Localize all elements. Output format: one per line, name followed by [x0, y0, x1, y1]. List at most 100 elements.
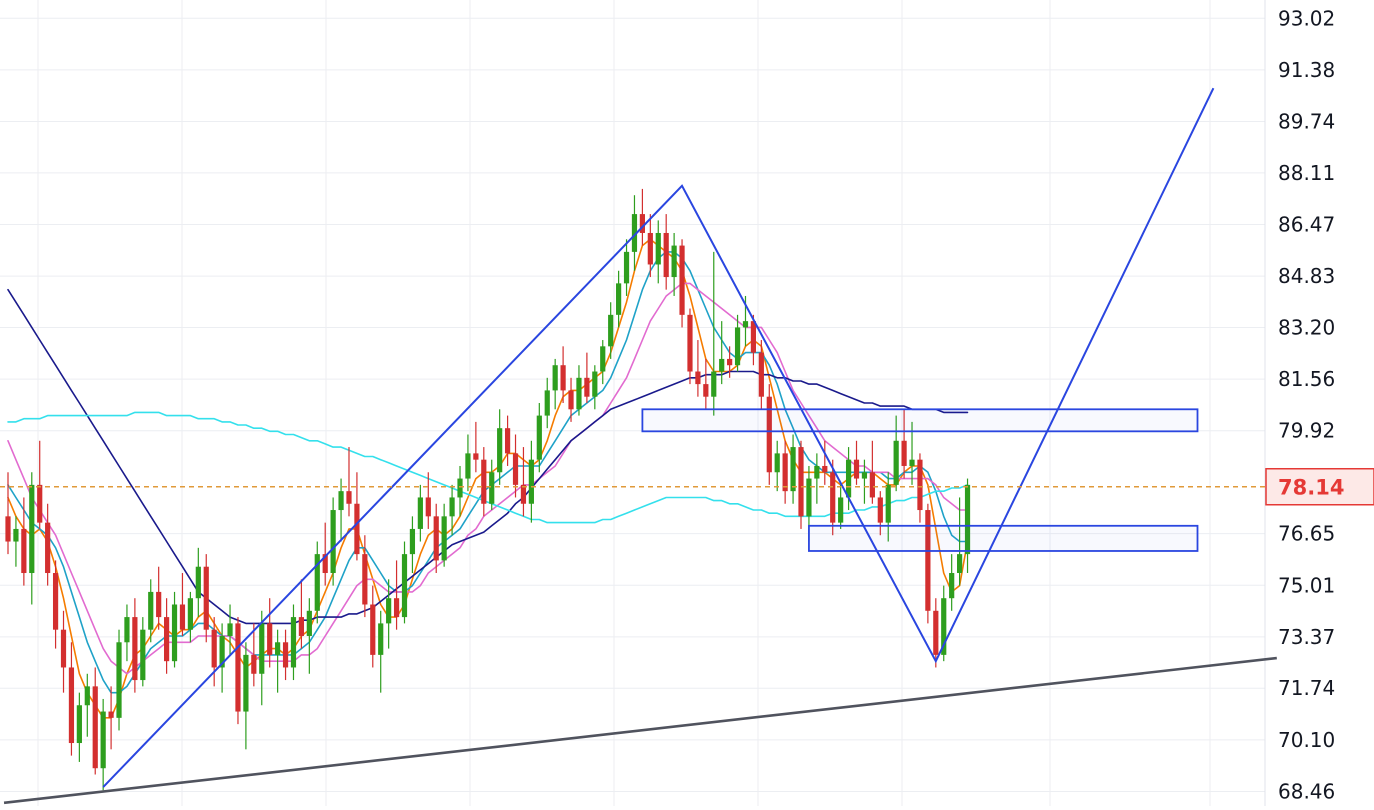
candle-body — [52, 573, 59, 630]
current-price-tag — [1265, 467, 1374, 506]
candle-body — [275, 642, 281, 655]
moving-average-line — [7, 288, 969, 625]
y-tick-label: 81.56 — [1278, 367, 1335, 391]
y-tick-label: 86.47 — [1278, 212, 1335, 236]
candle-body — [290, 617, 297, 668]
candle-body — [623, 251, 630, 284]
candle-body — [893, 440, 899, 485]
candle-body — [251, 654, 257, 674]
candle-body — [766, 396, 772, 473]
candle-body — [68, 667, 75, 744]
candle-body — [560, 365, 566, 391]
candle-body — [267, 623, 273, 655]
y-tick-label: 83.20 — [1278, 315, 1335, 339]
candle-body — [37, 484, 43, 523]
candle-body — [330, 510, 336, 574]
candle-body — [925, 510, 931, 611]
zone-rectangle — [808, 524, 1199, 552]
candle-body — [647, 232, 653, 265]
y-tick-label: 84.83 — [1278, 264, 1335, 288]
candle-body — [798, 447, 804, 517]
price-axis[interactable]: 93.02 91.38 89.74 88.11 86.47 84.83 83.20 81.56… — [0, 6, 1374, 804]
candle-body — [378, 623, 384, 655]
candle-body — [782, 453, 788, 492]
candle-body — [219, 635, 225, 668]
candle-body — [441, 516, 447, 561]
candle-body — [370, 604, 376, 655]
candle-body — [171, 604, 178, 662]
candle-body — [409, 528, 416, 555]
candle-body — [703, 384, 709, 397]
candle-body — [100, 711, 106, 769]
candle-body — [861, 472, 868, 479]
y-tick-label: 76.65 — [1278, 522, 1335, 546]
candle-body — [552, 365, 558, 391]
candle-body — [838, 497, 844, 523]
candle-body — [497, 428, 503, 473]
candle-body — [322, 554, 328, 574]
candle-body — [711, 371, 717, 397]
candle-body — [600, 346, 606, 372]
candle-body — [195, 566, 201, 599]
candle-body — [298, 617, 305, 636]
candle-body — [885, 484, 891, 523]
candle-body — [774, 453, 780, 473]
candle-body — [814, 465, 820, 479]
y-tick-label: 91.38 — [1278, 58, 1335, 82]
zone-rectangle — [641, 408, 1199, 433]
grid-layer — [0, 0, 1266, 806]
candle-body — [853, 459, 860, 479]
candle-body — [259, 623, 265, 674]
drawings-layer[interactable] — [3, 87, 1277, 805]
candle-body — [639, 214, 645, 233]
candle-body — [449, 497, 455, 517]
candle-body — [616, 283, 622, 315]
candle-body — [727, 358, 733, 366]
y-tick-label: 93.02 — [1278, 6, 1335, 30]
candle-body — [45, 522, 51, 574]
candle-body — [148, 591, 154, 630]
candle-body — [314, 554, 320, 611]
candle-body — [425, 497, 431, 517]
candle-body — [822, 465, 828, 473]
candle-body — [528, 459, 534, 504]
candle-body — [417, 497, 423, 529]
candle-body — [156, 591, 162, 618]
y-tick-label: 70.10 — [1278, 728, 1335, 752]
y-tick-label: 75.01 — [1278, 573, 1335, 597]
candle-body — [901, 440, 907, 466]
candle-body — [362, 554, 368, 605]
y-tick-label: 79.92 — [1278, 419, 1335, 443]
candle-body — [13, 528, 19, 542]
candle-body — [544, 390, 550, 416]
candle-body — [750, 321, 757, 353]
candle-body — [576, 377, 582, 410]
candle-body — [433, 516, 439, 561]
candle-body — [282, 642, 289, 668]
candle-body — [655, 232, 661, 265]
candle-body — [719, 358, 725, 372]
y-tick-label: 88.11 — [1278, 161, 1335, 185]
y-tick-label: 73.37 — [1278, 625, 1335, 649]
candle-body — [504, 428, 511, 454]
candle-body — [473, 453, 479, 460]
candle-body — [663, 232, 669, 278]
candle-body — [742, 321, 749, 328]
candle-body — [235, 623, 241, 712]
y-tick-label: 89.74 — [1278, 110, 1335, 134]
candle-body — [679, 245, 685, 315]
candle-body — [211, 629, 217, 668]
candle-body — [386, 598, 392, 624]
candle-body — [790, 447, 796, 492]
candle-body — [568, 390, 574, 410]
zigzag-pattern-line — [102, 87, 1215, 788]
candle-body — [108, 711, 114, 718]
candle-body — [536, 415, 542, 460]
candle-body — [203, 566, 209, 630]
candle-body — [21, 528, 27, 574]
candle-body — [132, 617, 138, 681]
candle-body — [941, 598, 947, 655]
current-price-label: 78.14 — [1278, 476, 1344, 500]
